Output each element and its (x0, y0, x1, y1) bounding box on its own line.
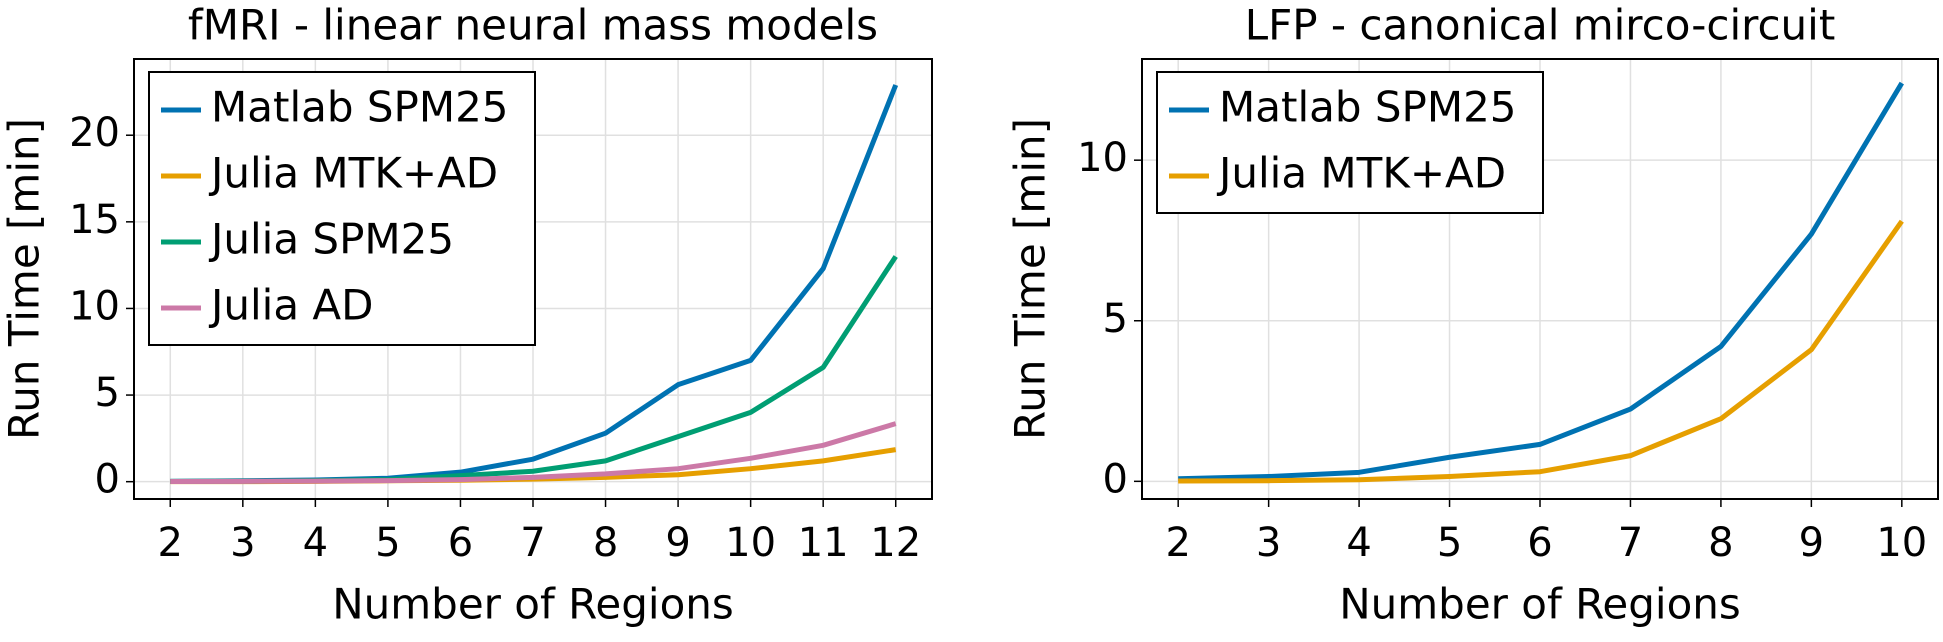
legend-box (148, 71, 536, 346)
plot-frame (1141, 58, 1939, 500)
series-line (1178, 81, 1904, 482)
x-tick-label: 4 (1346, 520, 1371, 566)
x-tick-label: 12 (870, 520, 921, 566)
chart-title: LFP - canonical mirco-circuit (1245, 1, 1836, 50)
x-tick-label: 7 (1618, 520, 1643, 566)
legend-label: Matlab SPM25 (1219, 83, 1517, 132)
x-axis-label: Number of Regions (332, 580, 734, 629)
y-axis-label: Run Time [min] (1006, 118, 1055, 440)
x-tick-label: 7 (520, 520, 545, 566)
x-tick-label: 10 (725, 520, 776, 566)
x-tick-label: 3 (1256, 520, 1281, 566)
x-tick-label: 8 (1708, 520, 1733, 566)
legend-label: Julia MTK+AD (208, 149, 498, 198)
x-tick-label: 10 (1876, 520, 1927, 566)
x-axis-label: Number of Regions (1339, 580, 1741, 629)
y-tick-label: 15 (69, 197, 120, 243)
x-tick-label: 9 (665, 520, 690, 566)
x-tick-label: 2 (1165, 520, 1190, 566)
x-tick-label: 5 (375, 520, 400, 566)
legend-box (1156, 71, 1544, 214)
y-tick-label: 10 (1077, 135, 1128, 181)
plot-frame (133, 58, 933, 500)
legend-label: Julia SPM25 (208, 215, 454, 264)
y-tick-label: 5 (95, 370, 120, 416)
y-axis-label: Run Time [min] (0, 118, 49, 440)
x-tick-label: 3 (230, 520, 255, 566)
x-tick-label: 9 (1799, 520, 1824, 566)
y-tick-label: 0 (1103, 456, 1128, 502)
y-tick-label: 5 (1103, 296, 1128, 342)
y-tick-label: 0 (95, 457, 120, 503)
y-tick-label: 10 (69, 283, 120, 329)
x-tick-label: 6 (1527, 520, 1552, 566)
y-tick-label: 20 (69, 110, 120, 156)
series-line (1178, 219, 1904, 484)
x-tick-label: 4 (303, 520, 328, 566)
x-tick-label: 11 (798, 520, 849, 566)
legend-label: Julia AD (208, 281, 374, 330)
legend-label: Julia MTK+AD (1216, 149, 1506, 198)
legend-label: Matlab SPM25 (211, 83, 509, 132)
series-line (170, 421, 897, 485)
x-tick-label: 5 (1437, 520, 1462, 566)
x-tick-label: 2 (158, 520, 183, 566)
x-tick-label: 6 (448, 520, 473, 566)
x-tick-label: 8 (593, 520, 618, 566)
chart-title: fMRI - linear neural mass models (188, 1, 878, 50)
